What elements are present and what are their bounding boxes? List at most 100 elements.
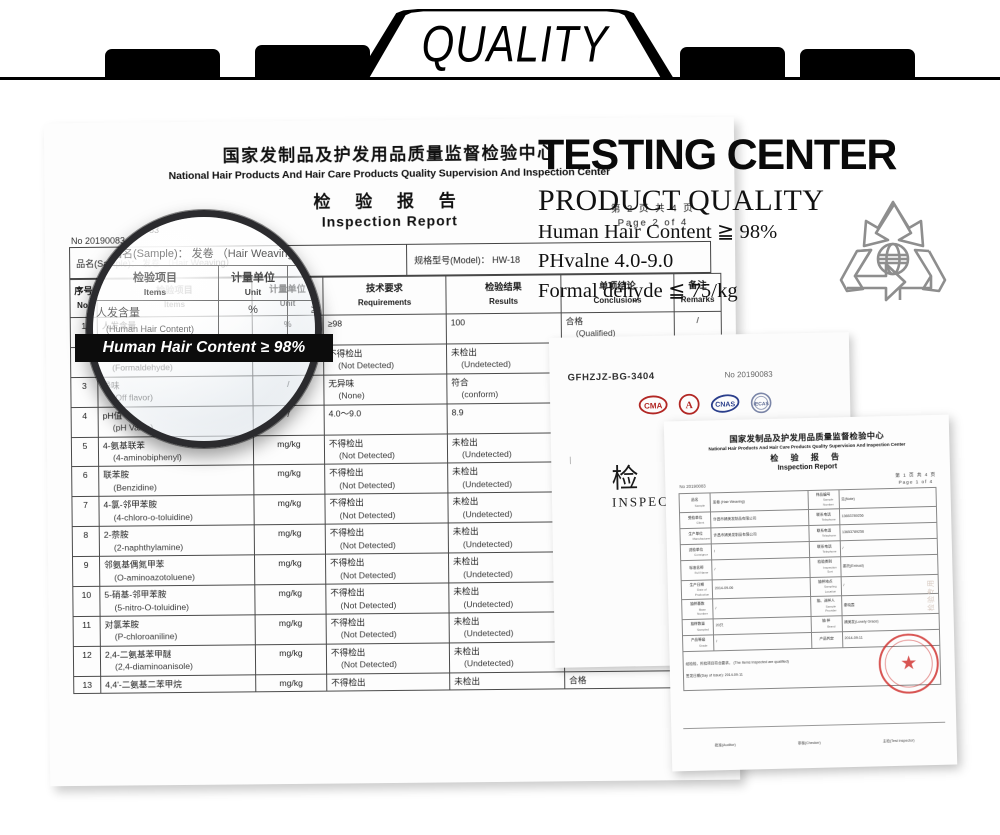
front-cell-label: 生产日期 Date of Production	[681, 579, 713, 600]
cell-unit: mg/kg	[254, 524, 326, 556]
top-banner: QUALITY	[0, 0, 1000, 80]
cell-requirement: ≥98	[323, 313, 447, 345]
cell-requirement: 4.0～9.0	[324, 403, 448, 435]
seal-watermark: 检验专用	[927, 578, 936, 612]
svg-text:A: A	[685, 400, 693, 411]
cell-unit: mg/kg	[253, 494, 326, 526]
accreditation-badges: CMA A CNAS iECAS	[638, 392, 773, 417]
cell-no: 13	[73, 676, 101, 694]
cell-requirement: 不得检出 (Not Detected)	[324, 493, 449, 525]
front-cert-page-number: 第 1 页 共 4 页 Page 1 of 4	[895, 472, 936, 487]
front-cell-label-2: 联系电话 Telephone	[807, 509, 840, 526]
front-cell-label: 抽样基数 Base Number	[681, 599, 714, 620]
cell-unit: mg/kg	[255, 644, 327, 675]
front-cell-label: 标准名称 Full Name	[680, 560, 713, 581]
front-cell-value: 2014-09-06	[712, 577, 811, 600]
front-cell-label-2: 联系电话 Telephone	[808, 525, 840, 542]
front-cell-label: 产品等级 Grade	[682, 634, 714, 652]
cell-no: 6	[71, 466, 99, 497]
cell-requirement: 不得检出 (Not Detected)	[325, 583, 450, 615]
cell-requirement: 不得检出 (Not Detected)	[325, 553, 449, 585]
signature-inspector: 主检(Test inspector)	[882, 738, 915, 743]
cell-result: 未检出	[449, 671, 565, 691]
cell-requirement: 不得检出	[326, 672, 450, 692]
cma-badge-icon: CMA	[638, 395, 668, 415]
front-cert-header: 国家发制品及护发用品质量监督检验中心 National Hair Product…	[664, 415, 950, 475]
cell-item: 联苯胺 (Benzidine)	[98, 465, 254, 497]
certificate-code: GFHZJZ-BG-3404	[567, 370, 655, 384]
cell-item: 对氯苯胺 (P-chloroaniline)	[100, 614, 256, 647]
front-cell-label-2: 检验类别 Inspection Sort	[809, 557, 841, 578]
cell-result: 未检出 (Undetected)	[447, 462, 563, 494]
cell-requirement: 无异味 (None)	[323, 373, 448, 405]
highlight-callout-label: Human Hair Content ≥ 98%	[75, 334, 333, 362]
testing-center-heading: TESTING CENTER	[538, 131, 897, 179]
front-cell-label-2: 抽样地点 Sampling Location	[809, 576, 842, 597]
svg-text:CNAS: CNAS	[715, 401, 735, 408]
banner-tab-5	[800, 49, 915, 77]
cell-item: 2-萘胺 (2-naphthylamine)	[99, 525, 255, 557]
cell-result: 8.9	[447, 402, 563, 434]
cell-requirement: 不得检出 (Not Detected)	[325, 523, 449, 555]
cell-item: 4-氯-邻甲苯胺 (4-chloro-o-toluidine)	[98, 495, 255, 527]
th-requirements: 技术要求 Requirements	[322, 275, 447, 316]
certificate-no: No 20190083	[724, 369, 773, 380]
cell-no: 9	[72, 556, 100, 587]
cell-item: 4,4'-二氨基二苯甲烷	[100, 674, 256, 694]
front-cell-value-2: 秦晓霞	[841, 593, 940, 616]
cell-result: 未检出 (Undetected)	[447, 432, 563, 464]
front-cell-label-2: 抽、送样人 Sample Provider	[810, 595, 842, 617]
front-cell-value-2: 见(Note)	[838, 487, 937, 510]
front-cell-label: 抽样数量 Sampled	[682, 618, 714, 636]
cal-badge-icon: A	[678, 393, 700, 415]
cell-result: 未检出 (Undetected)	[447, 492, 564, 524]
front-cell-label: 送检单位 Consignor	[680, 544, 712, 562]
front-cell-label: 生产单位 Manufacturer	[679, 528, 712, 546]
front-cell-value: /	[711, 557, 810, 580]
banner-plate-fill	[369, 11, 661, 78]
cell-unit: mg/kg	[254, 584, 327, 615]
front-cell-value: /	[712, 596, 811, 619]
cell-result: 符合 (conform)	[446, 372, 563, 404]
cell-conclusion: 合格	[564, 670, 678, 690]
spec-line-1: Human Hair Content ≧ 98%	[538, 220, 778, 243]
front-cell-label-2: 产品判定	[810, 631, 843, 649]
front-cell-label-2: 样品编号 Sample Number	[807, 489, 839, 510]
certificate-front-page: 国家发制品及护发用品质量监督检验中心 National Hair Product…	[663, 414, 958, 772]
report-model-label: 规格型号(Model)： HW-18	[414, 254, 521, 266]
magnifier-lens: No 20190083 品名(Sample)： 发卷 （Hair Weaving…	[86, 210, 322, 448]
cell-unit: mg/kg	[255, 673, 327, 693]
cell-result: 未检出 (Undetected)	[449, 611, 565, 643]
cell-unit: mg/kg	[253, 464, 325, 496]
cell-no: 7	[71, 496, 100, 527]
cell-requirement: 不得检出 (Not Detected)	[326, 612, 450, 645]
cell-requirement: 不得检出 (Not Detected)	[323, 343, 447, 375]
cell-no: 5	[71, 436, 99, 468]
cell-item: 5-硝基-邻甲苯胺 (5-nitro-O-toluidine)	[99, 584, 256, 617]
cell-requirement: 不得检出 (Not Detected)	[326, 642, 450, 674]
official-red-seal: ★	[878, 632, 940, 695]
front-cell-value-2: /	[840, 574, 939, 596]
front-cell-value: 发卷 (Hair Weaving)	[710, 490, 808, 513]
cell-result: 未检出 (Undetected)	[448, 581, 565, 613]
certificate-side-mark: |	[569, 455, 572, 465]
cell-result: 未检出 (Undetected)	[446, 342, 562, 374]
sample-box-divider	[406, 244, 408, 275]
cell-unit: mg/kg	[255, 614, 327, 645]
lens-glass-reflection	[93, 217, 315, 441]
banner-baseline	[0, 77, 1000, 80]
cell-no: 11	[73, 616, 101, 647]
recycle-icon	[833, 194, 953, 312]
banner-tab-2	[255, 45, 370, 77]
cell-unit: mg/kg	[254, 554, 326, 585]
cell-item: 邻氨基偶氮甲苯 (O-aminoazotoluene)	[99, 555, 255, 587]
front-cert-signature-row: 批准(Auditor) 审核(Checker) 主检(Test inspecto…	[683, 721, 946, 760]
cnas-badge-icon: CNAS	[710, 394, 740, 413]
signature-auditor: 批准(Auditor)	[714, 742, 736, 747]
front-cert-serial: No 20190083	[679, 483, 706, 490]
cell-result: 未检出 (Undetected)	[449, 641, 565, 673]
banner-center-plate: QUALITY	[335, 9, 695, 78]
banner-title: QUALITY	[421, 15, 609, 73]
front-cell-value-2: 委托(Entrust)	[840, 554, 939, 577]
front-cell-label: 受检单位 Client	[679, 512, 711, 530]
